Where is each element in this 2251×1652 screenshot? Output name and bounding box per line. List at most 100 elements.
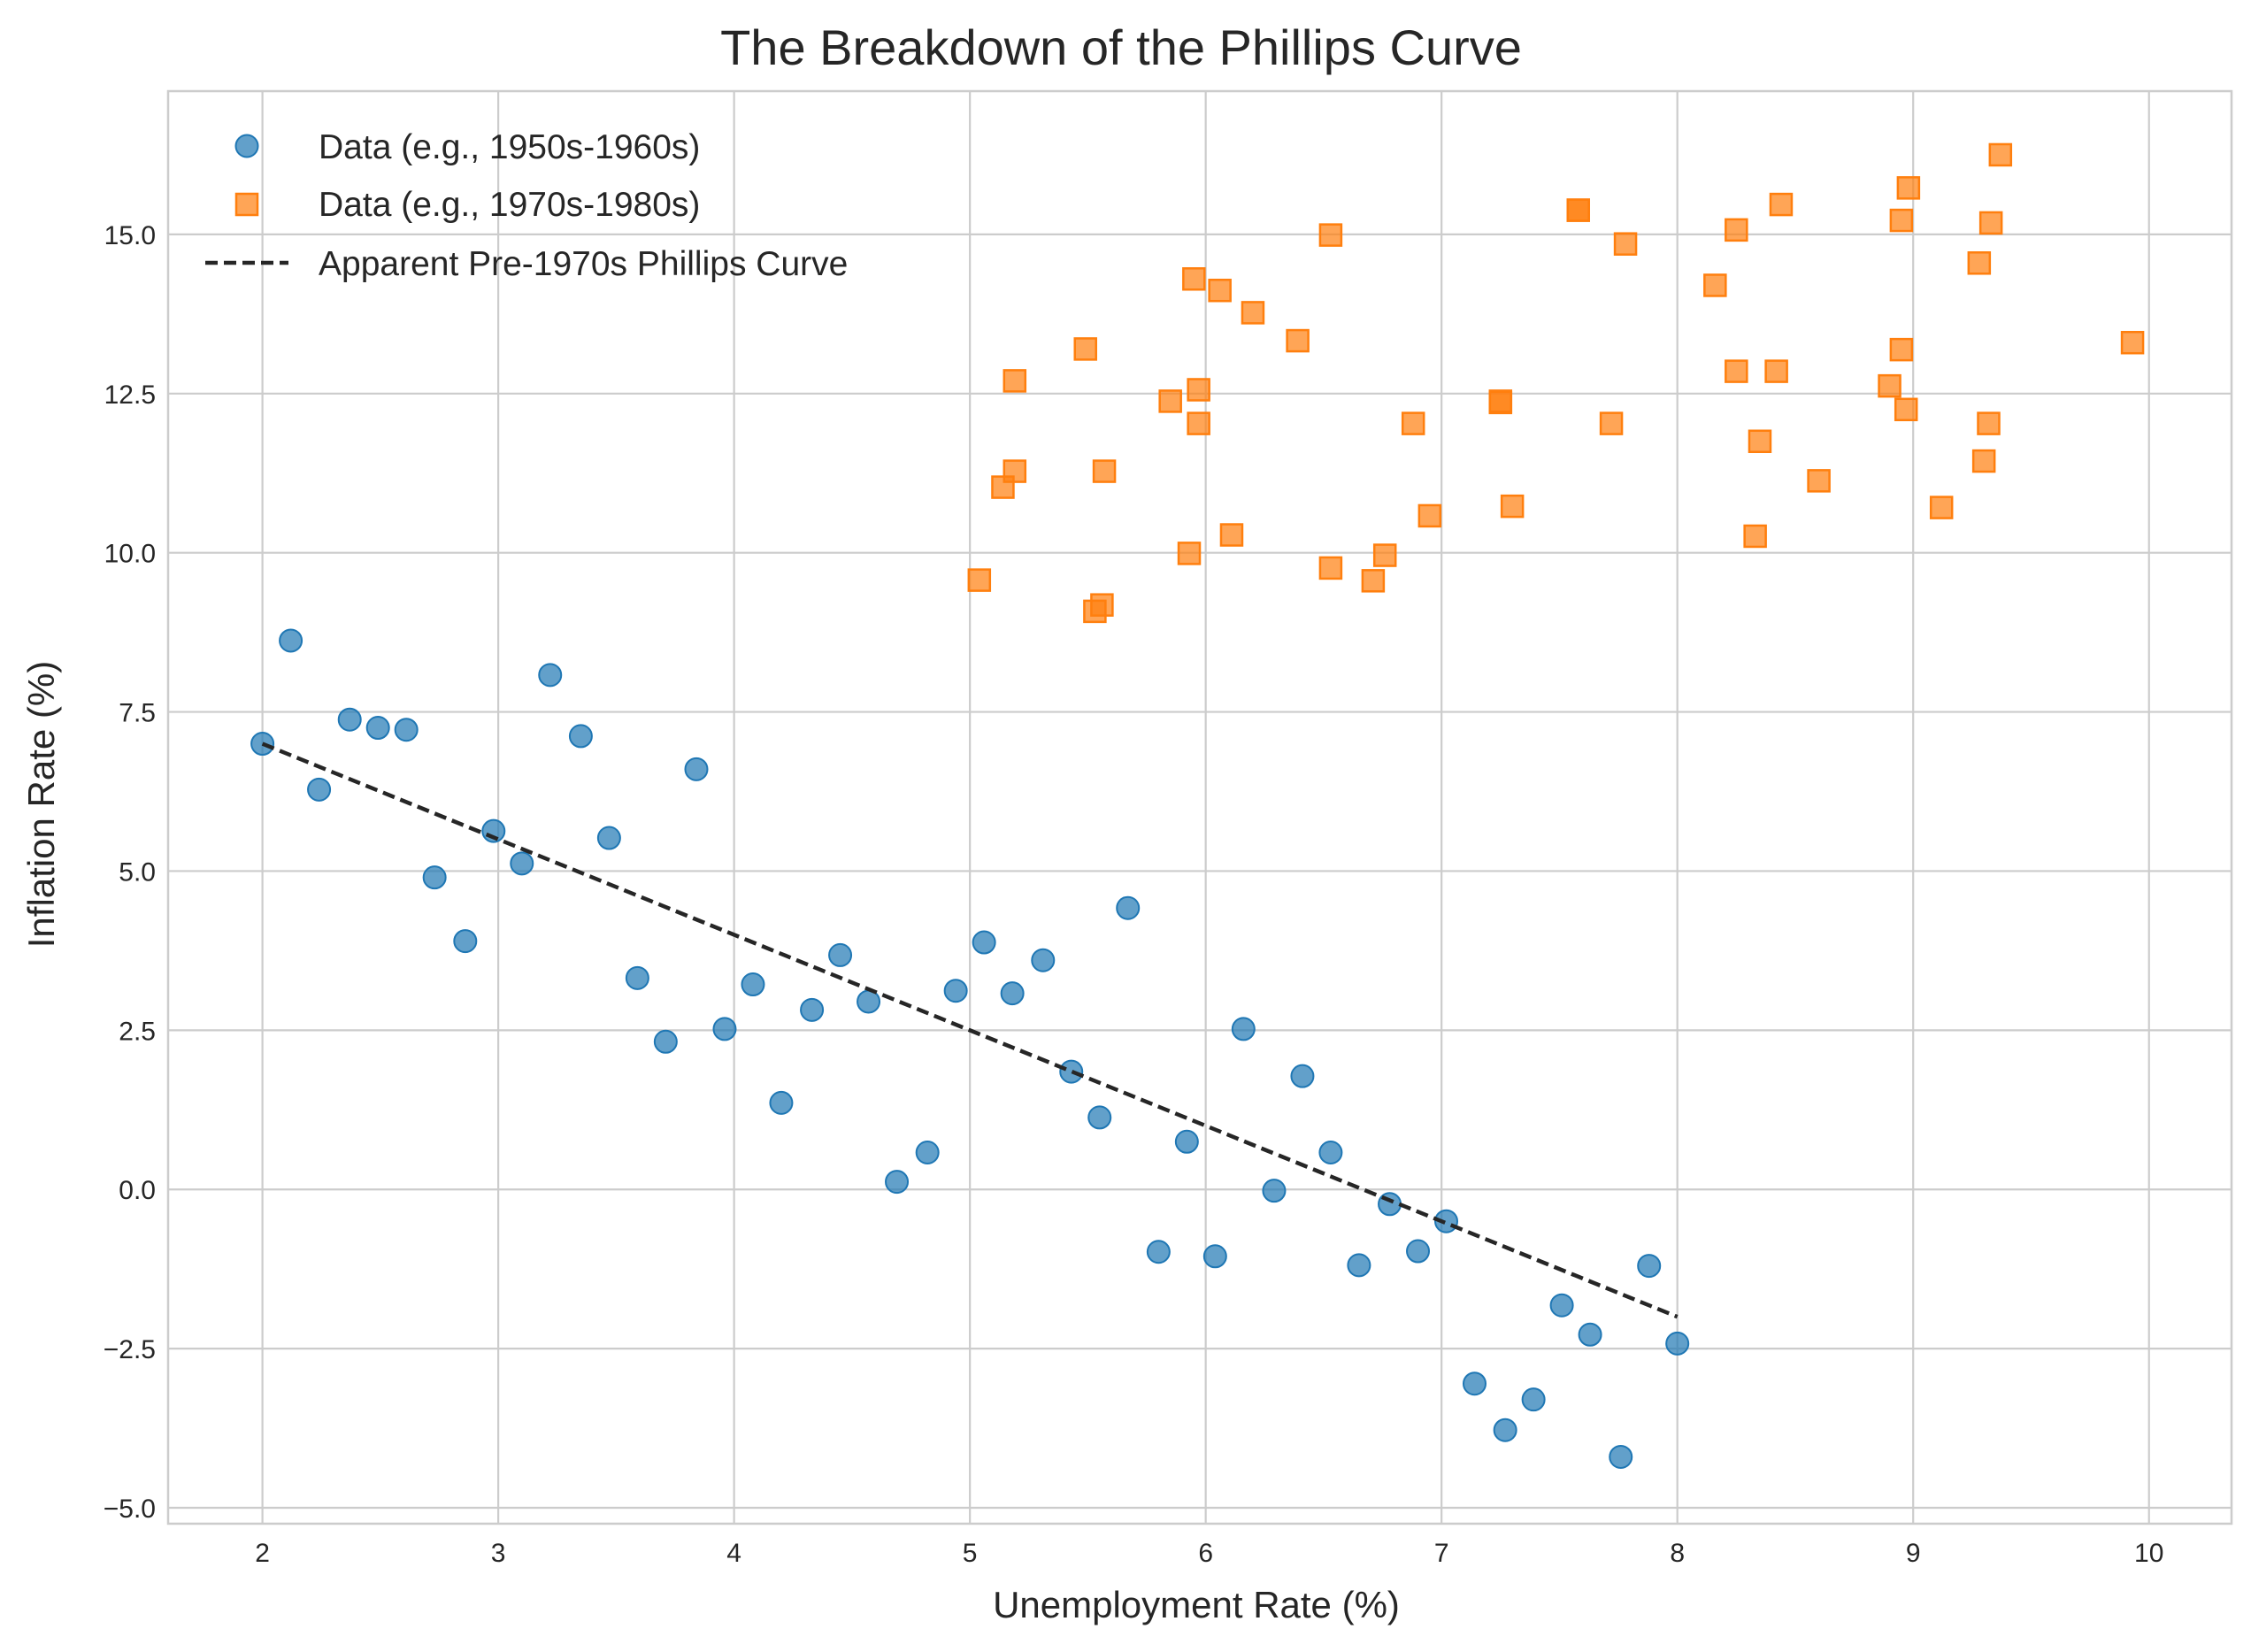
data-point-1950s-1960s [422,865,447,890]
x-tick-label: 10 [2134,1539,2163,1568]
data-point-1950s-1960s [1578,1322,1602,1347]
data-point-1970s-1980s [1219,523,1244,547]
data-point-1950s-1960s [365,716,390,741]
data-point-1950s-1960s [684,757,709,781]
data-point-1950s-1960s [1031,948,1056,972]
data-point-1970s-1980s [1769,192,1794,217]
data-point-1970s-1980s [1177,542,1202,565]
data-point-1970s-1980s [1488,389,1513,413]
data-point-1950s-1960s [1231,1017,1256,1041]
data-point-1950s-1960s [1290,1064,1315,1088]
data-point-1950s-1960s [1202,1244,1227,1269]
data-point-1970s-1980s [1003,459,1027,483]
data-point-1950s-1960s [1347,1253,1371,1278]
data-point-1970s-1980s [967,568,992,592]
series-1950s-1960s-markers [250,628,1690,1469]
x-tick-label: 8 [1670,1539,1685,1568]
data-point-1970s-1980s [1372,543,1397,567]
legend-label-1950s-1960s: Data (e.g., 1950s-1960s) [319,128,700,166]
plot-frame [166,89,2233,1525]
legend-marker-1970s-1980s [234,192,259,217]
x-tick-label: 2 [255,1539,270,1568]
data-point-1970s-1980s [1286,328,1310,353]
data-point-1950s-1960s [1087,1105,1112,1130]
data-point-1970s-1980s [1003,369,1027,393]
data-point-1970s-1980s [1988,142,2013,167]
data-point-1970s-1980s [1417,503,1442,528]
legend-label-1970s-1980s: Data (e.g., 1970s-1980s) [319,186,700,224]
data-point-1950s-1960s [828,942,853,967]
data-point-1970s-1980s [1807,469,1831,493]
data-point-1950s-1960s [1318,1140,1343,1164]
data-point-1970s-1980s [1889,208,1914,233]
data-point-1970s-1980s [1182,267,1206,291]
y-tick-label: 0.0 [119,1176,156,1205]
data-point-1950s-1960s [857,989,881,1014]
data-point-1970s-1980s [2120,330,2145,355]
data-point-1970s-1980s [1725,359,1748,383]
y-tick-label: 12.5 [104,380,156,410]
data-point-1950s-1960s [712,1017,737,1041]
series-1970s-1980s-markers [967,142,2145,624]
data-point-1950s-1960s [653,1029,678,1054]
data-point-1950s-1960s [1059,1059,1084,1084]
chart-title: The Breakdown of the Phillips Curve [720,19,1522,75]
y-tick-label: 5.0 [119,857,156,887]
phillips-curve-line-group [261,741,1679,1319]
data-point-1970s-1980s [1613,232,1638,256]
data-point-1950s-1960s [1493,1418,1517,1442]
data-point-1970s-1980s [1967,251,1992,275]
data-point-1970s-1980s [1566,198,1591,222]
data-point-1950s-1960s [769,1090,794,1115]
data-point-1950s-1960s [625,965,649,990]
data-point-1970s-1980s [1929,496,1954,519]
data-point-1970s-1980s [1158,389,1182,413]
legend-marker-1950s-1960s [234,134,259,158]
data-point-1950s-1960s [307,777,332,802]
phillips-curve-line [261,741,1679,1319]
data-point-1950s-1960s [1262,1179,1287,1203]
data-point-1970s-1980s [1500,494,1525,519]
data-point-1950s-1960s [885,1170,910,1195]
data-point-1970s-1980s [1241,301,1265,325]
y-tick-label: −2.5 [104,1335,156,1364]
x-tick-labels: 2 3 4 5 6 7 8 9 10 [255,1539,2163,1568]
data-point-1950s-1960s [1637,1254,1662,1279]
grid [168,91,2232,1524]
data-point-1970s-1980s [1743,524,1767,549]
data-point-1970s-1980s [1977,411,2001,435]
data-point-1950s-1960s [1378,1192,1402,1217]
data-point-1970s-1980s [1764,359,1788,383]
data-point-1970s-1980s [1889,337,1914,362]
data-point-1950s-1960s [1146,1240,1171,1264]
data-point-1950s-1960s [453,929,478,954]
data-point-1950s-1960s [915,1140,940,1164]
legend: Data (e.g., 1950s-1960s) Data (e.g., 197… [205,128,848,283]
data-point-1950s-1960s [1462,1372,1487,1396]
data-point-1950s-1960s [1406,1239,1431,1264]
x-tick-label: 6 [1198,1539,1213,1568]
data-point-1970s-1980s [1318,223,1343,247]
data-point-1970s-1980s [1187,378,1210,402]
data-point-1970s-1980s [1748,429,1772,454]
data-point-1950s-1960s [337,707,362,732]
x-axis-label: Unemployment Rate (%) [993,1584,1400,1625]
y-tick-label: 2.5 [119,1017,156,1046]
data-point-1950s-1960s [1116,895,1141,920]
data-point-1950s-1960s [943,979,968,1003]
y-axis-label: Inflation Rate (%) [20,661,62,948]
y-tick-labels: −5.0 −2.5 0.0 2.5 5.0 7.5 10.0 12.5 15.0 [104,221,156,1524]
data-point-1950s-1960s [279,628,303,653]
data-point-1970s-1980s [1703,273,1727,297]
data-point-1970s-1980s [1073,337,1097,361]
data-point-1970s-1980s [1361,569,1386,593]
data-point-1970s-1980s [1092,459,1117,483]
data-point-1950s-1960s [538,663,563,688]
data-point-1970s-1980s [1090,593,1114,617]
data-point-1950s-1960s [1174,1129,1199,1154]
data-point-1950s-1960s [1609,1444,1633,1469]
x-tick-label: 3 [491,1539,506,1568]
y-tick-label: 15.0 [104,221,156,250]
